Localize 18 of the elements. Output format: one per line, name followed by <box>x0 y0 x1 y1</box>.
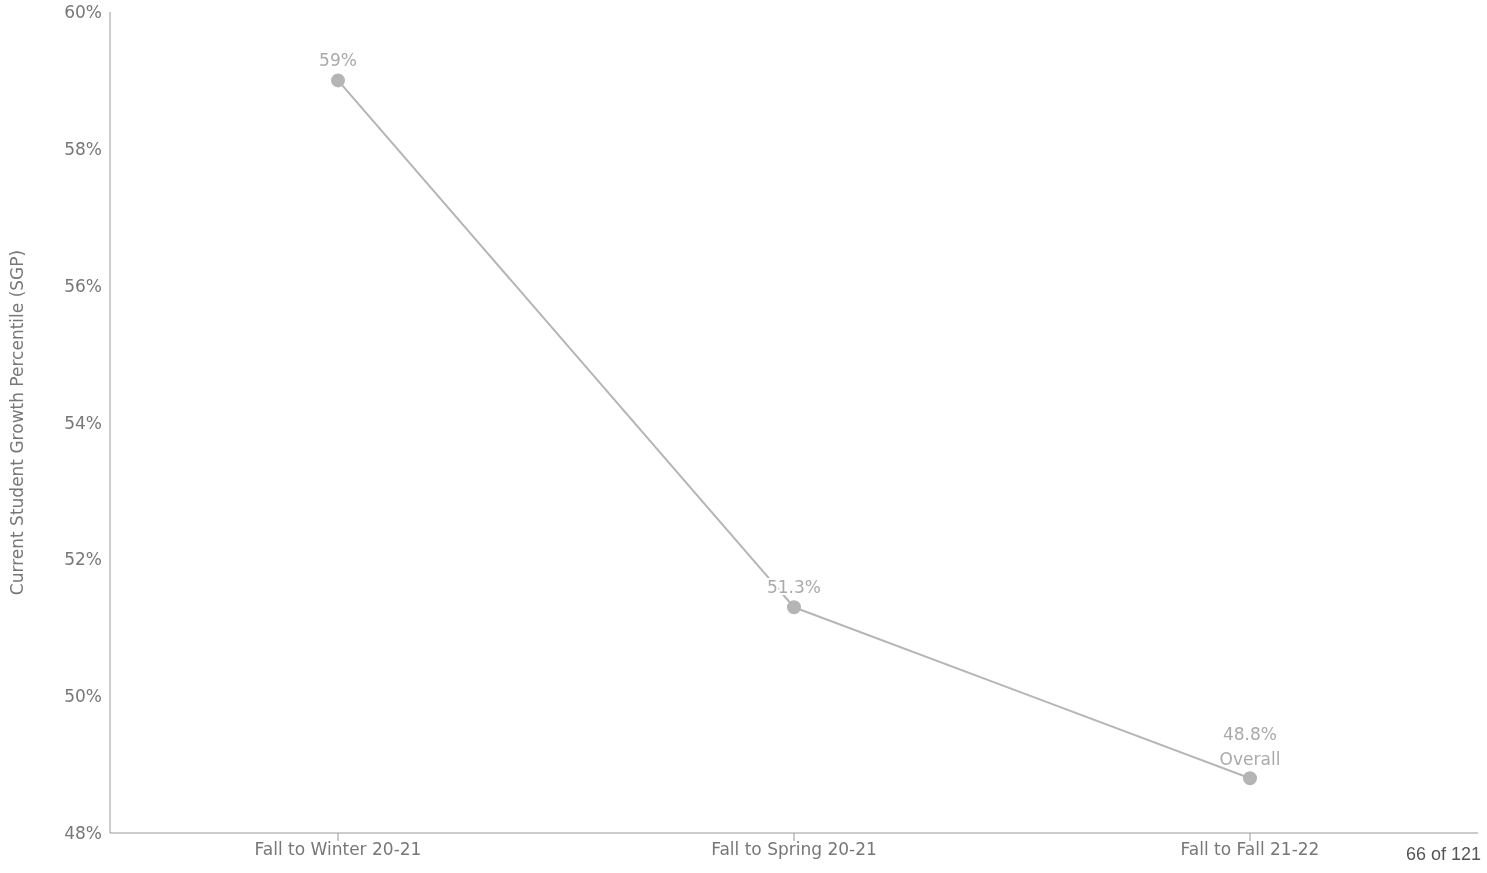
y-tick-label: 50% <box>64 686 102 707</box>
data-label: 48.8% <box>1222 724 1278 745</box>
x-tick-label: Fall to Fall 21-22 <box>1180 839 1320 860</box>
y-tick-label: 56% <box>64 275 102 296</box>
y-tick-label: 48% <box>64 823 102 844</box>
y-tick-label: 54% <box>64 412 102 433</box>
text: 66 of 121 <box>1405 844 1481 865</box>
x-tick-label: Fall to Winter 20-21 <box>254 839 422 860</box>
point <box>787 600 801 615</box>
x-tick-label: Fall to Spring 20-21 <box>711 839 877 860</box>
y-tick-label: 60% <box>64 2 102 23</box>
data-label: 59% <box>319 50 357 71</box>
point <box>331 73 345 88</box>
point <box>1243 771 1257 786</box>
y-axis-title: Current Student Growth Percentile (SGP) <box>7 249 28 596</box>
annotation: Overall <box>1219 749 1281 770</box>
y-tick-label: 52% <box>64 549 102 570</box>
y-tick-label: 58% <box>64 138 102 159</box>
